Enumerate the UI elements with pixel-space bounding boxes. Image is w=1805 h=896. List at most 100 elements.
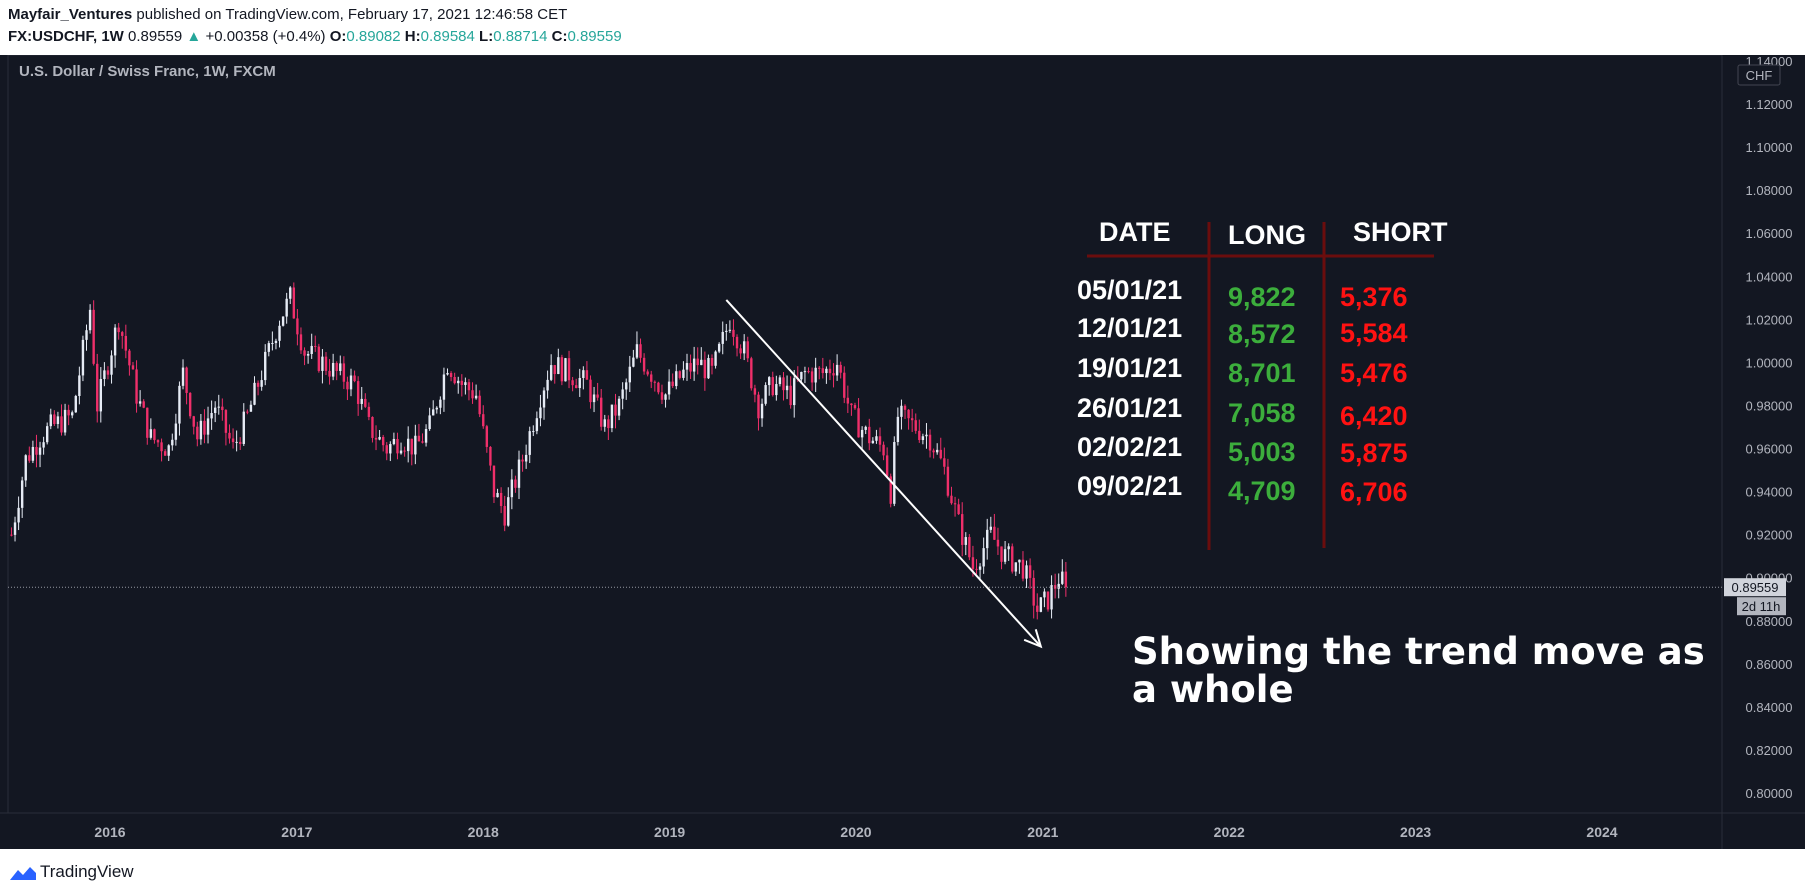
candle-up [682,369,685,378]
candle-down [889,476,892,504]
up-arrow-icon: ▲ [186,28,202,45]
candle-down [489,446,492,466]
candle-down [353,375,356,382]
candle-up [63,409,67,433]
candle-up [199,420,203,440]
candle-down [317,346,321,371]
candle-down [460,380,464,385]
candle-up [56,416,60,424]
price-tick-label: 1.12000 [1746,97,1793,112]
candle-down [514,479,517,488]
candle-down [28,455,31,461]
table-cell-date: 09/02/21 [1077,471,1182,501]
candle-up [281,316,285,326]
price-axis[interactable]: 0.800000.820000.840000.860000.880000.900… [1746,55,1793,801]
candle-up [38,447,42,455]
price-tick-label: 1.10000 [1746,140,1793,155]
candle-down [224,410,228,433]
candle-down [585,370,589,380]
candle-up [1007,546,1010,550]
candle-down [807,371,810,373]
trend-arrow [725,299,1043,649]
candle-down [67,409,70,416]
countdown-label: 2d 11h [1742,599,1781,614]
candle-down [914,420,917,431]
candle-down [739,348,742,354]
candle-down [975,568,978,570]
candle-down [993,526,996,540]
candle-up [785,385,789,391]
candle-down [750,358,753,389]
candle-down [92,309,95,364]
candle-down [821,368,825,374]
author-name[interactable]: Mayfair_Ventures [8,6,133,23]
time-axis[interactable]: 2016 2017 2018 2019 2020 2021 2022 2023 2024 [94,824,1617,840]
candle-down [943,458,946,467]
candle-down [746,341,749,359]
candle-down [646,371,649,375]
tradingview-logo-text[interactable]: TradingView [40,862,134,881]
candle-down [771,377,774,396]
candle-down [10,534,13,536]
candle-down [292,287,296,319]
candle-down [364,398,367,407]
price-tick-label: 0.88000 [1746,614,1793,629]
candle-down [203,420,206,435]
candle-down [878,436,882,445]
candle-down [367,406,371,417]
candle-down [35,446,38,455]
candle-up [1050,585,1053,610]
last-price: 0.89559 [128,28,183,45]
candle-up [875,436,878,441]
candle-down [571,380,574,386]
candle-up [835,364,839,376]
price-tick-label: 0.84000 [1746,700,1793,715]
currency-badge[interactable] [1737,64,1781,86]
price-tick-label: 0.92000 [1746,528,1793,543]
candle-down [832,373,835,376]
annotation-line-2: a whole [1132,668,1294,711]
candle-down [342,363,346,382]
tradingview-logo-icon[interactable] [8,864,38,882]
plot-area[interactable] [7,55,1723,814]
candle-up [178,385,181,424]
candle-down [303,350,306,356]
candle-up [767,377,771,386]
candle-up [439,399,442,408]
candle-up [85,330,88,340]
trend-arrow-head [1023,629,1043,649]
candle-up [78,375,81,396]
candle-up [964,537,967,545]
price-tick-label: 1.04000 [1746,269,1793,284]
candle-down [482,414,485,427]
candle-up [725,330,728,332]
candle-down [818,367,821,369]
candle-down [828,368,832,374]
candle-down [417,435,421,442]
table-cell-short: 5,376 [1340,282,1408,312]
candle-down [560,357,564,382]
open-value: 0.89082 [346,28,401,45]
table-cell-short: 5,476 [1340,358,1408,388]
currency-label: CHF [1746,68,1773,83]
candle-up [17,507,20,523]
candle-up [13,522,17,535]
candle-down [396,438,399,454]
candle-up [549,365,553,380]
candle-down [124,335,128,351]
price-chart[interactable]: U.S. Dollar / Swiss Franc, 1W, FXCM 0.80… [0,55,1805,849]
candle-down [903,405,907,410]
price-tick-label: 0.96000 [1746,442,1793,457]
table-cell-long: 7,058 [1228,398,1296,428]
price-change: +0.00358 (+0.4%) [205,28,326,45]
candle-up [235,441,238,443]
candle-up [360,398,363,404]
candle-up [1061,571,1064,584]
candle-down [346,381,349,390]
candle-down [228,432,231,439]
candle-down [907,409,910,419]
candle-up [557,357,560,375]
candle-up [442,374,446,400]
candle-down [868,426,871,444]
candle-up [349,375,353,390]
